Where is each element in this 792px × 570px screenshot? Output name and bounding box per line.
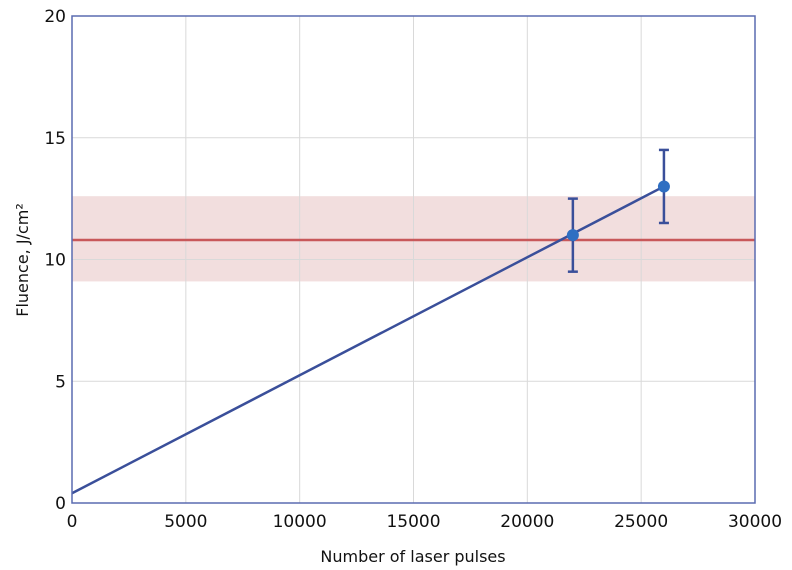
y-axis-label: Fluence, J/cm² bbox=[13, 203, 32, 317]
y-tick-label: 15 bbox=[44, 129, 66, 149]
data-point bbox=[566, 229, 579, 242]
data-points bbox=[566, 180, 670, 242]
y-tick-label: 10 bbox=[44, 251, 66, 271]
x-tick-label: 25000 bbox=[614, 512, 668, 532]
grid bbox=[72, 16, 755, 503]
fit-line bbox=[71, 185, 665, 495]
x-tick-label: 15000 bbox=[386, 512, 440, 532]
data-point bbox=[657, 180, 670, 193]
x-tick-label: 0 bbox=[67, 512, 78, 532]
x-tick-labels: 0 5000 10000 15000 20000 25000 30000 bbox=[67, 512, 782, 532]
y-tick-labels: 0 5 10 15 20 bbox=[44, 7, 66, 514]
y-tick-label: 20 bbox=[44, 7, 66, 27]
x-tick-label: 20000 bbox=[500, 512, 554, 532]
x-tick-label: 5000 bbox=[164, 512, 207, 532]
plot-frame bbox=[71, 15, 756, 504]
x-tick-label: 10000 bbox=[273, 512, 327, 532]
y-tick-label: 0 bbox=[55, 494, 66, 514]
x-axis-label: Number of laser pulses bbox=[320, 547, 505, 566]
x-tick-label: 30000 bbox=[728, 512, 782, 532]
y-tick-label: 5 bbox=[55, 372, 66, 392]
